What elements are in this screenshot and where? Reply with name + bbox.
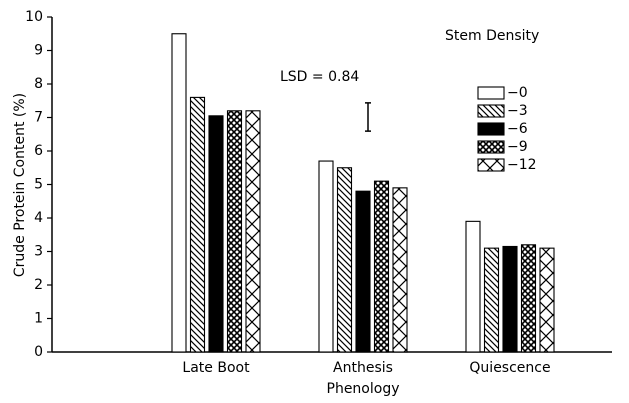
y-tick-label: 7: [34, 110, 43, 126]
x-tick-label: Late Boot: [182, 360, 250, 376]
legend-swatch: [477, 122, 505, 136]
bar: [392, 187, 408, 353]
bar: [465, 220, 481, 353]
x-tick-label: Anthesis: [333, 360, 393, 376]
lsd-bar: [365, 102, 371, 132]
y-tick-label: 9: [34, 43, 43, 59]
y-tick-label: 8: [34, 76, 43, 92]
legend-swatch: [477, 158, 505, 172]
y-tick-label: 10: [25, 9, 43, 25]
bar: [171, 33, 187, 353]
x-tick-label: Quiescence: [469, 360, 550, 376]
y-tick-label: 6: [34, 143, 43, 159]
legend-label: −12: [507, 157, 537, 173]
bar: [373, 180, 390, 353]
bar: [520, 244, 537, 353]
bar: [355, 190, 371, 353]
bar: [336, 167, 353, 353]
legend-swatch: [477, 140, 505, 154]
legend-label: −3: [507, 103, 528, 119]
bar: [245, 110, 261, 353]
legend-label: −6: [507, 121, 528, 137]
legend-swatch: [477, 86, 505, 100]
bar: [226, 110, 243, 353]
legend-title: Stem Density: [445, 28, 539, 44]
bar: [318, 160, 334, 353]
bar: [483, 247, 500, 353]
annotation: LSD = 0.84: [280, 69, 359, 85]
y-tick-label: 4: [34, 210, 43, 226]
x-axis-label: Phenology: [327, 381, 400, 397]
legend-swatch: [477, 104, 505, 118]
y-tick-label: 3: [34, 244, 43, 260]
y-axis-label: Crude Protein Content (%): [12, 93, 28, 277]
bar: [539, 247, 555, 353]
y-tick-label: 1: [34, 311, 43, 327]
y-tick-label: 2: [34, 277, 43, 293]
bar: [208, 115, 224, 353]
y-tick-label: 5: [34, 177, 43, 193]
bar: [189, 96, 206, 353]
bar: [502, 245, 518, 353]
legend-label: −9: [507, 139, 528, 155]
legend-label: −0: [507, 85, 528, 101]
y-tick-label: 0: [34, 344, 43, 360]
